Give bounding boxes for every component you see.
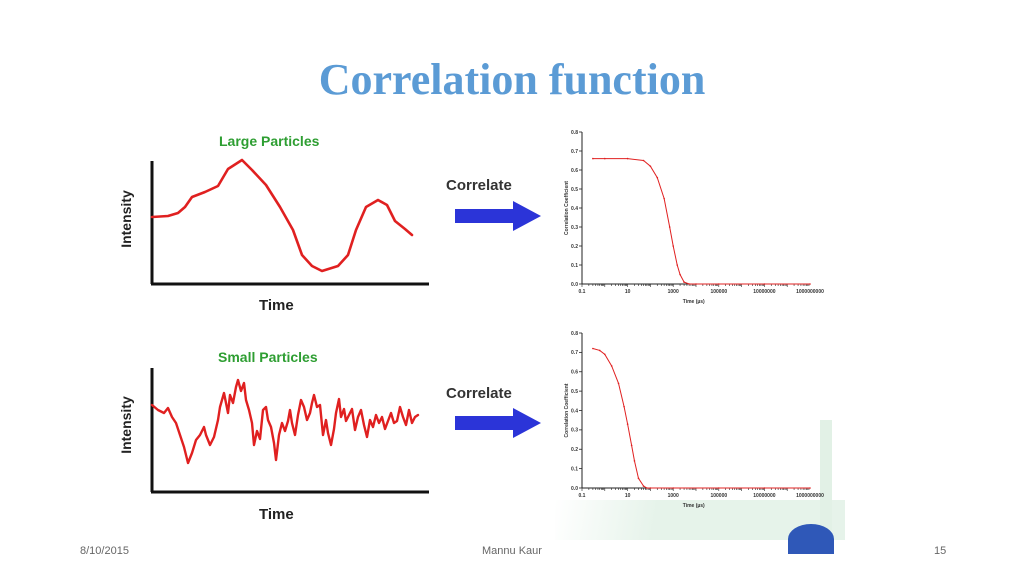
correlation-point [668,226,671,228]
x-tick-label: 100000 [710,289,727,295]
y-tick-label: 0.7 [571,350,578,356]
correlation-point [592,157,594,160]
x-axis-label: Time (µs) [683,299,705,305]
correlation-point [695,283,697,285]
footer-author: Mannu Kaur [482,545,542,557]
correlation-point [656,176,659,179]
large-time-label: Time [259,297,294,314]
correlation-point [679,273,681,276]
correlation-point [604,157,606,160]
correlation-point [592,347,594,350]
correlate-label-top: Correlate [446,177,512,194]
correlation-series-line [592,348,810,489]
correlation-chart-small: 0.00.10.20.30.40.50.60.70.80.1 10 1000 1000… [564,331,824,509]
correlation-point [633,460,636,462]
correlate-arrow-top [455,201,541,231]
correlation-point [672,245,674,247]
correlation-point [646,487,648,489]
correlation-point [598,349,601,352]
x-tick-label: 1000 [668,289,679,295]
small-time-label: Time [259,506,294,523]
y-tick-label: 0.2 [571,447,578,453]
correlation-point [683,281,685,283]
x-tick-label: 1000000000 [796,493,824,499]
correlation-point [763,283,766,285]
correlate-label-bottom: Correlate [446,385,512,402]
x-tick-label: 1000000000 [796,289,824,295]
y-tick-label: 0.4 [571,206,578,212]
y-tick-label: 0.0 [571,282,578,288]
small-particles-label: Small Particles [218,349,318,365]
y-tick-label: 0.5 [571,187,578,193]
footer-page-number: 15 [934,545,947,557]
x-tick-label: 10 [625,289,631,295]
footer-date: 8/10/2015 [80,545,129,557]
y-tick-label: 0.7 [571,149,578,155]
x-tick-label: 1000 [668,493,679,499]
correlation-point [604,353,606,356]
correlation-point [610,365,613,367]
x-tick-label: 100000 [710,493,727,499]
correlation-point [649,165,652,167]
correlation-point [676,264,679,266]
slide-title: Correlation function [318,55,706,104]
y-tick-label: 0.8 [571,130,578,136]
x-tick-label: 10000000 [753,289,775,295]
y-tick-label: 0.1 [571,263,578,269]
small-intensity-trace [150,378,420,465]
y-tick-label: 0.8 [571,331,578,337]
large-particles-label: Large Particles [219,133,320,149]
correlation-point [642,485,645,487]
correlation-point [623,405,625,408]
correlation-point [626,423,629,425]
small-intensity-label: Intensity [118,396,134,454]
small-particles-plot [150,368,429,494]
large-particles-plot [150,158,429,286]
correlation-point [809,283,811,285]
correlation-point [617,382,620,385]
decorative-bg-circle [788,524,834,554]
correlation-series-line [592,158,810,285]
y-tick-label: 0.2 [571,244,578,250]
large-intensity-trace [150,158,414,273]
x-tick-label: 10 [625,493,631,499]
x-tick-label: 0.1 [579,493,586,499]
y-tick-label: 0.0 [571,486,578,492]
y-tick-label: 0.3 [571,428,578,434]
correlation-point [637,477,640,480]
y-tick-label: 0.1 [571,466,578,472]
correlation-point [630,444,633,447]
correlation-point [649,487,652,489]
decorative-bg-bar [820,420,832,530]
correlation-point [642,159,645,162]
y-tick-label: 0.4 [571,408,578,414]
correlation-chart-large: 0.00.10.20.30.40.50.60.70.80.1 10 1000 1000… [564,130,824,305]
correlate-arrow-bottom [455,408,541,438]
correlation-point [718,283,720,285]
x-tick-label: 10000000 [753,493,775,499]
correlation-point [809,487,811,489]
y-axis-label: Correlation Coefficient [564,383,570,437]
y-axis-label: Correlation Coefficient [564,181,570,235]
x-axis-label: Time (µs) [683,503,705,509]
y-tick-label: 0.6 [571,168,578,174]
large-intensity-label: Intensity [118,190,134,248]
correlation-point [763,487,766,489]
y-tick-label: 0.5 [571,389,578,395]
x-tick-label: 0.1 [579,289,586,295]
y-tick-label: 0.3 [571,225,578,231]
correlation-point [718,487,720,489]
correlation-point [688,283,690,285]
correlation-point [663,197,665,200]
correlation-point [672,487,674,489]
y-tick-label: 0.6 [571,370,578,376]
correlation-point [626,157,629,160]
